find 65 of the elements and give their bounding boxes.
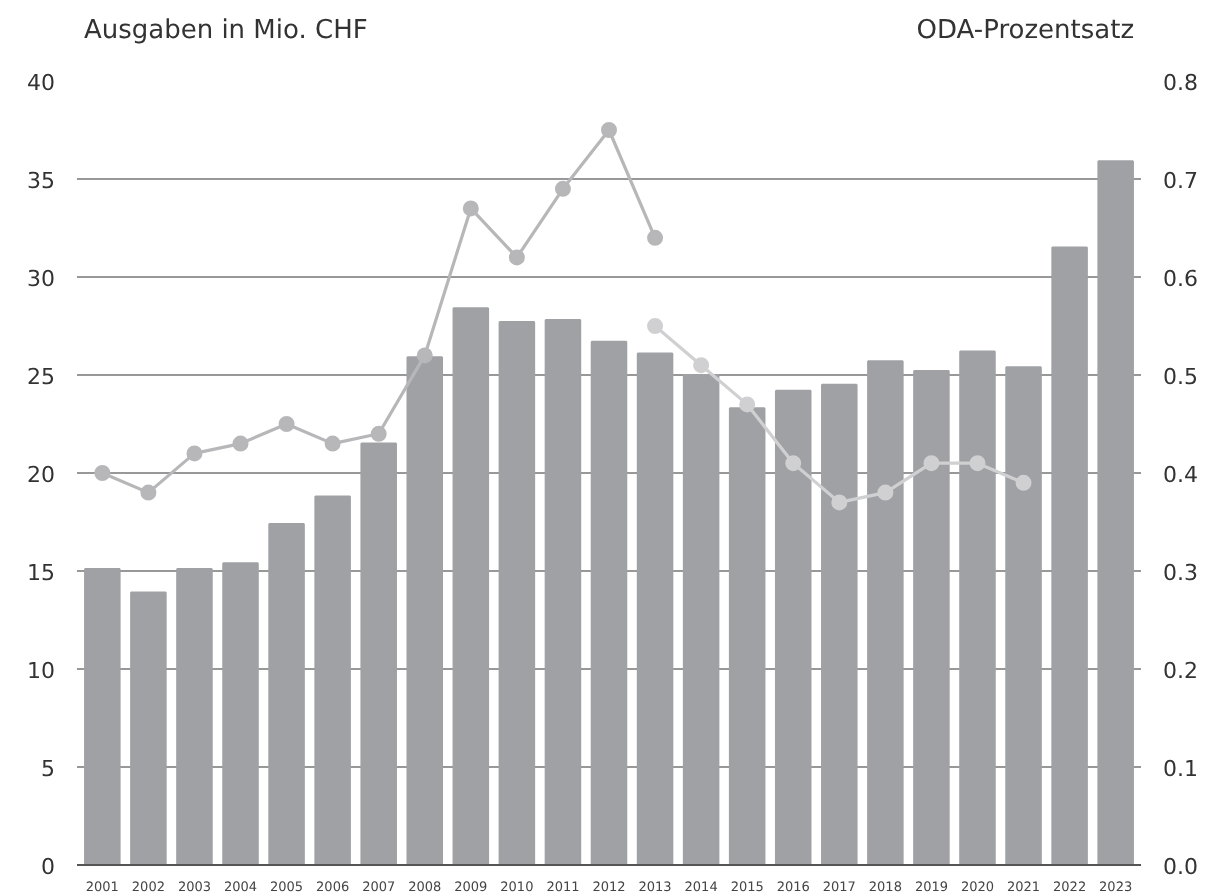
y2-tick-label: 0.7 [1163, 168, 1198, 194]
point [462, 200, 479, 217]
y-axis-title: Ausgaben in Mio. CHF [83, 16, 368, 46]
point [416, 347, 433, 364]
y2-tick-label: 0.1 [1163, 756, 1198, 782]
y2-tick-label: 0.6 [1163, 266, 1198, 292]
y-tick-label: 25 [27, 364, 56, 390]
y-tick-label: 10 [27, 658, 56, 684]
point [324, 435, 341, 452]
bar [544, 319, 582, 865]
y2-tick-label: 0.2 [1163, 658, 1198, 684]
point [186, 445, 203, 462]
bar [176, 568, 213, 865]
bar [774, 389, 812, 865]
point [370, 425, 387, 442]
point [554, 180, 571, 197]
y2-axis-title: ODA-Prozentsatz [916, 16, 1135, 46]
y2-tick-label: 0.4 [1163, 462, 1198, 488]
bar [222, 562, 259, 865]
bar [268, 522, 305, 865]
bar [130, 591, 167, 865]
bar [913, 370, 950, 865]
point [785, 455, 802, 472]
bar [84, 568, 121, 865]
point [647, 229, 664, 246]
point [94, 465, 111, 481]
y2-tick-label: 0.5 [1163, 364, 1198, 390]
bar [959, 350, 996, 865]
y-tick-label: 5 [41, 756, 55, 782]
y2-tick-label: 0.8 [1163, 70, 1198, 96]
bar [636, 352, 674, 865]
bar [590, 340, 628, 865]
bar [452, 307, 490, 865]
y-tick-label: 35 [27, 168, 56, 194]
bar [728, 407, 766, 865]
bar [867, 360, 904, 865]
point [232, 435, 249, 452]
y-tick-label: 30 [27, 266, 56, 292]
bar [498, 321, 536, 865]
y-tick-label: 20 [27, 462, 56, 488]
point [508, 249, 525, 266]
point [1015, 474, 1032, 491]
y-tick-label: 40 [27, 70, 56, 96]
bar [314, 495, 351, 865]
y2-tick-label: 0.3 [1163, 560, 1198, 586]
bar [682, 374, 720, 865]
point [647, 318, 664, 334]
y2-tick-label: 0.0 [1163, 854, 1198, 880]
y-tick-label: 15 [27, 560, 56, 586]
point [278, 416, 295, 432]
bar [1005, 366, 1042, 865]
point [969, 455, 986, 472]
bar [1097, 160, 1134, 865]
y-tick-label: 0 [41, 854, 55, 880]
point [140, 484, 157, 501]
bar [406, 356, 444, 865]
bar [360, 442, 397, 865]
bar [1051, 246, 1088, 865]
point [877, 484, 894, 501]
point [923, 455, 940, 472]
point [693, 357, 710, 374]
point [831, 494, 848, 511]
point [601, 122, 617, 138]
point [739, 396, 756, 413]
bar [821, 383, 858, 865]
